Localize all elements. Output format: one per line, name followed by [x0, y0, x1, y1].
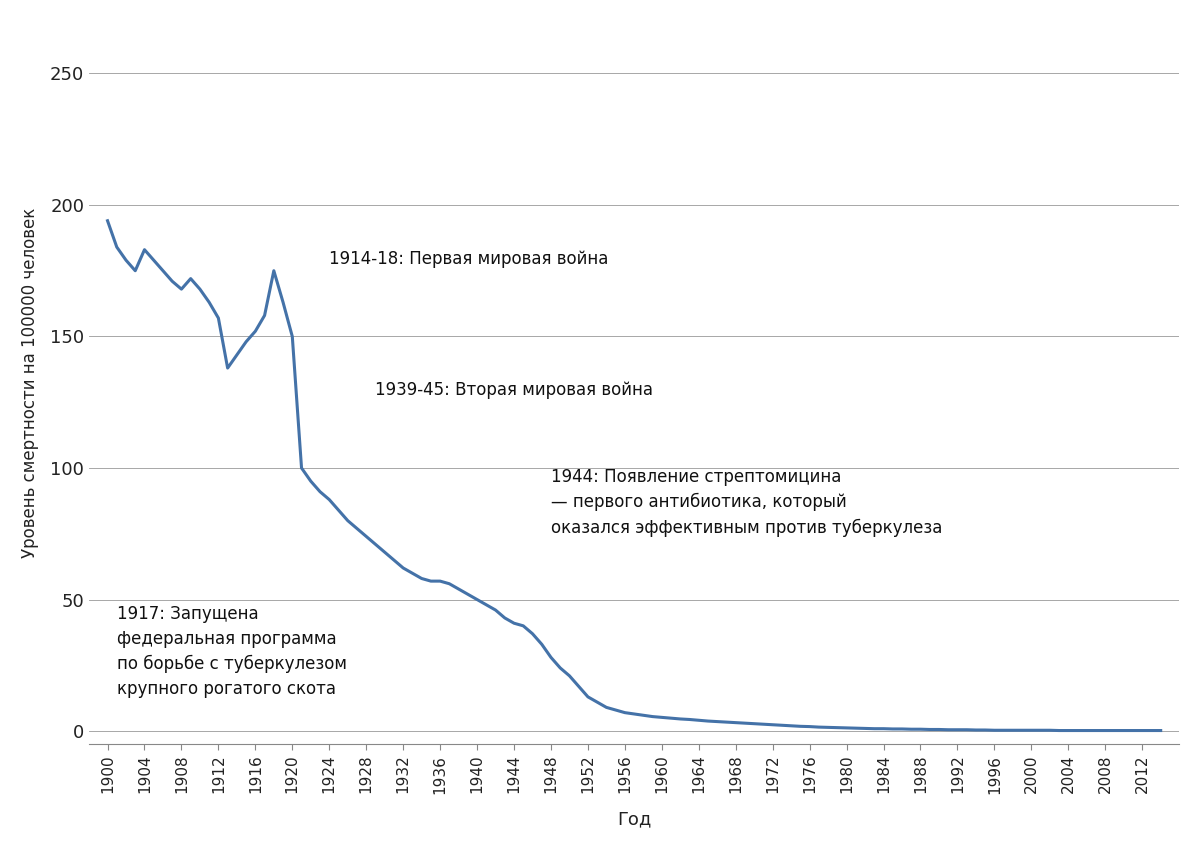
Text: 1917: Запущена
федеральная программа
по борьбе с туберкулезом
крупного рогатого : 1917: Запущена федеральная программа по …: [116, 604, 347, 698]
Text: 1914-18: Первая мировая война: 1914-18: Первая мировая война: [329, 250, 608, 267]
Text: 1944: Появление стрептомицина
— первого антибиотика, который
оказался эффективны: 1944: Появление стрептомицина — первого …: [551, 468, 942, 537]
X-axis label: Год: Год: [617, 810, 652, 828]
Y-axis label: Уровень смертности на 100‬000 человек: Уровень смертности на 100‬000 человек: [20, 207, 38, 558]
Text: 1939-45: Вторая мировая война: 1939-45: Вторая мировая война: [376, 381, 654, 399]
